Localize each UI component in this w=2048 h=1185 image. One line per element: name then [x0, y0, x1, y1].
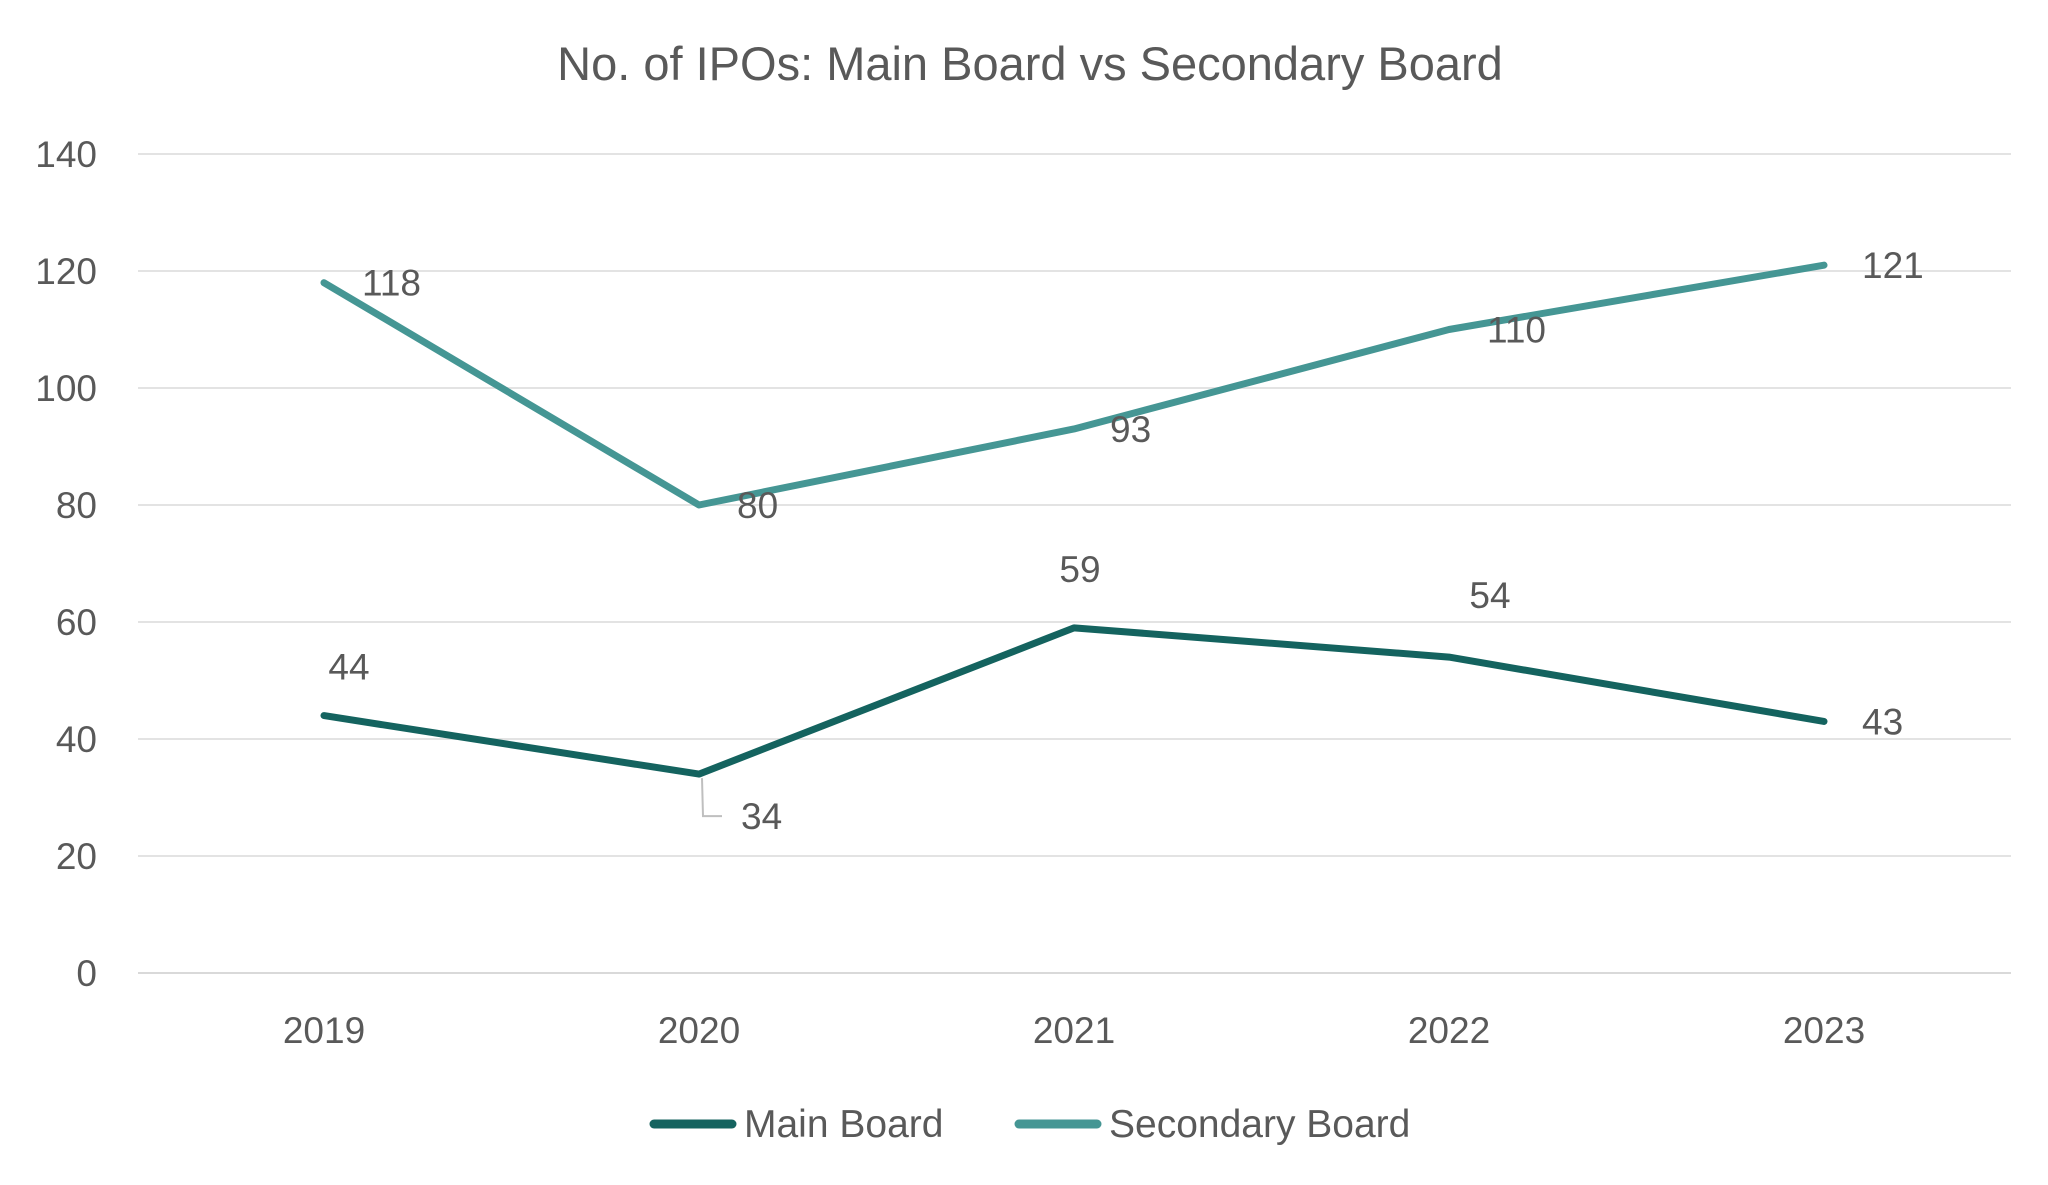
y-tick-label: 20 [56, 836, 97, 877]
data-label: 34 [741, 796, 782, 837]
data-label: 59 [1059, 549, 1100, 590]
data-label: 110 [1487, 310, 1546, 351]
data-label: 93 [1110, 409, 1151, 450]
data-label: 43 [1862, 701, 1903, 742]
y-tick-label: 0 [76, 953, 97, 994]
x-tick-label: 2019 [283, 1010, 365, 1051]
x-tick-label: 2023 [1783, 1010, 1865, 1051]
y-tick-label: 80 [56, 485, 97, 526]
y-tick-label: 120 [35, 251, 97, 292]
data-label: 44 [328, 647, 369, 688]
y-tick-label: 140 [35, 134, 97, 175]
x-tick-label: 2020 [658, 1010, 740, 1051]
y-tick-label: 100 [35, 368, 97, 409]
data-label: 121 [1862, 245, 1924, 286]
data-label: 54 [1469, 575, 1510, 616]
data-label: 118 [362, 263, 421, 304]
y-tick-label: 60 [56, 602, 97, 643]
series-line-main-board [320, 624, 1828, 778]
chart-title: No. of IPOs: Main Board vs Secondary Boa… [557, 37, 1503, 90]
y-tick-label: 40 [56, 719, 97, 760]
series-line-secondary-board [320, 261, 1828, 509]
x-tick-label: 2021 [1033, 1010, 1115, 1051]
legend-label: Main Board [744, 1103, 943, 1146]
x-tick-label: 2022 [1408, 1010, 1490, 1051]
legend-label: Secondary Board [1109, 1103, 1410, 1146]
data-label: 80 [737, 485, 778, 526]
leader-line [701, 778, 722, 818]
